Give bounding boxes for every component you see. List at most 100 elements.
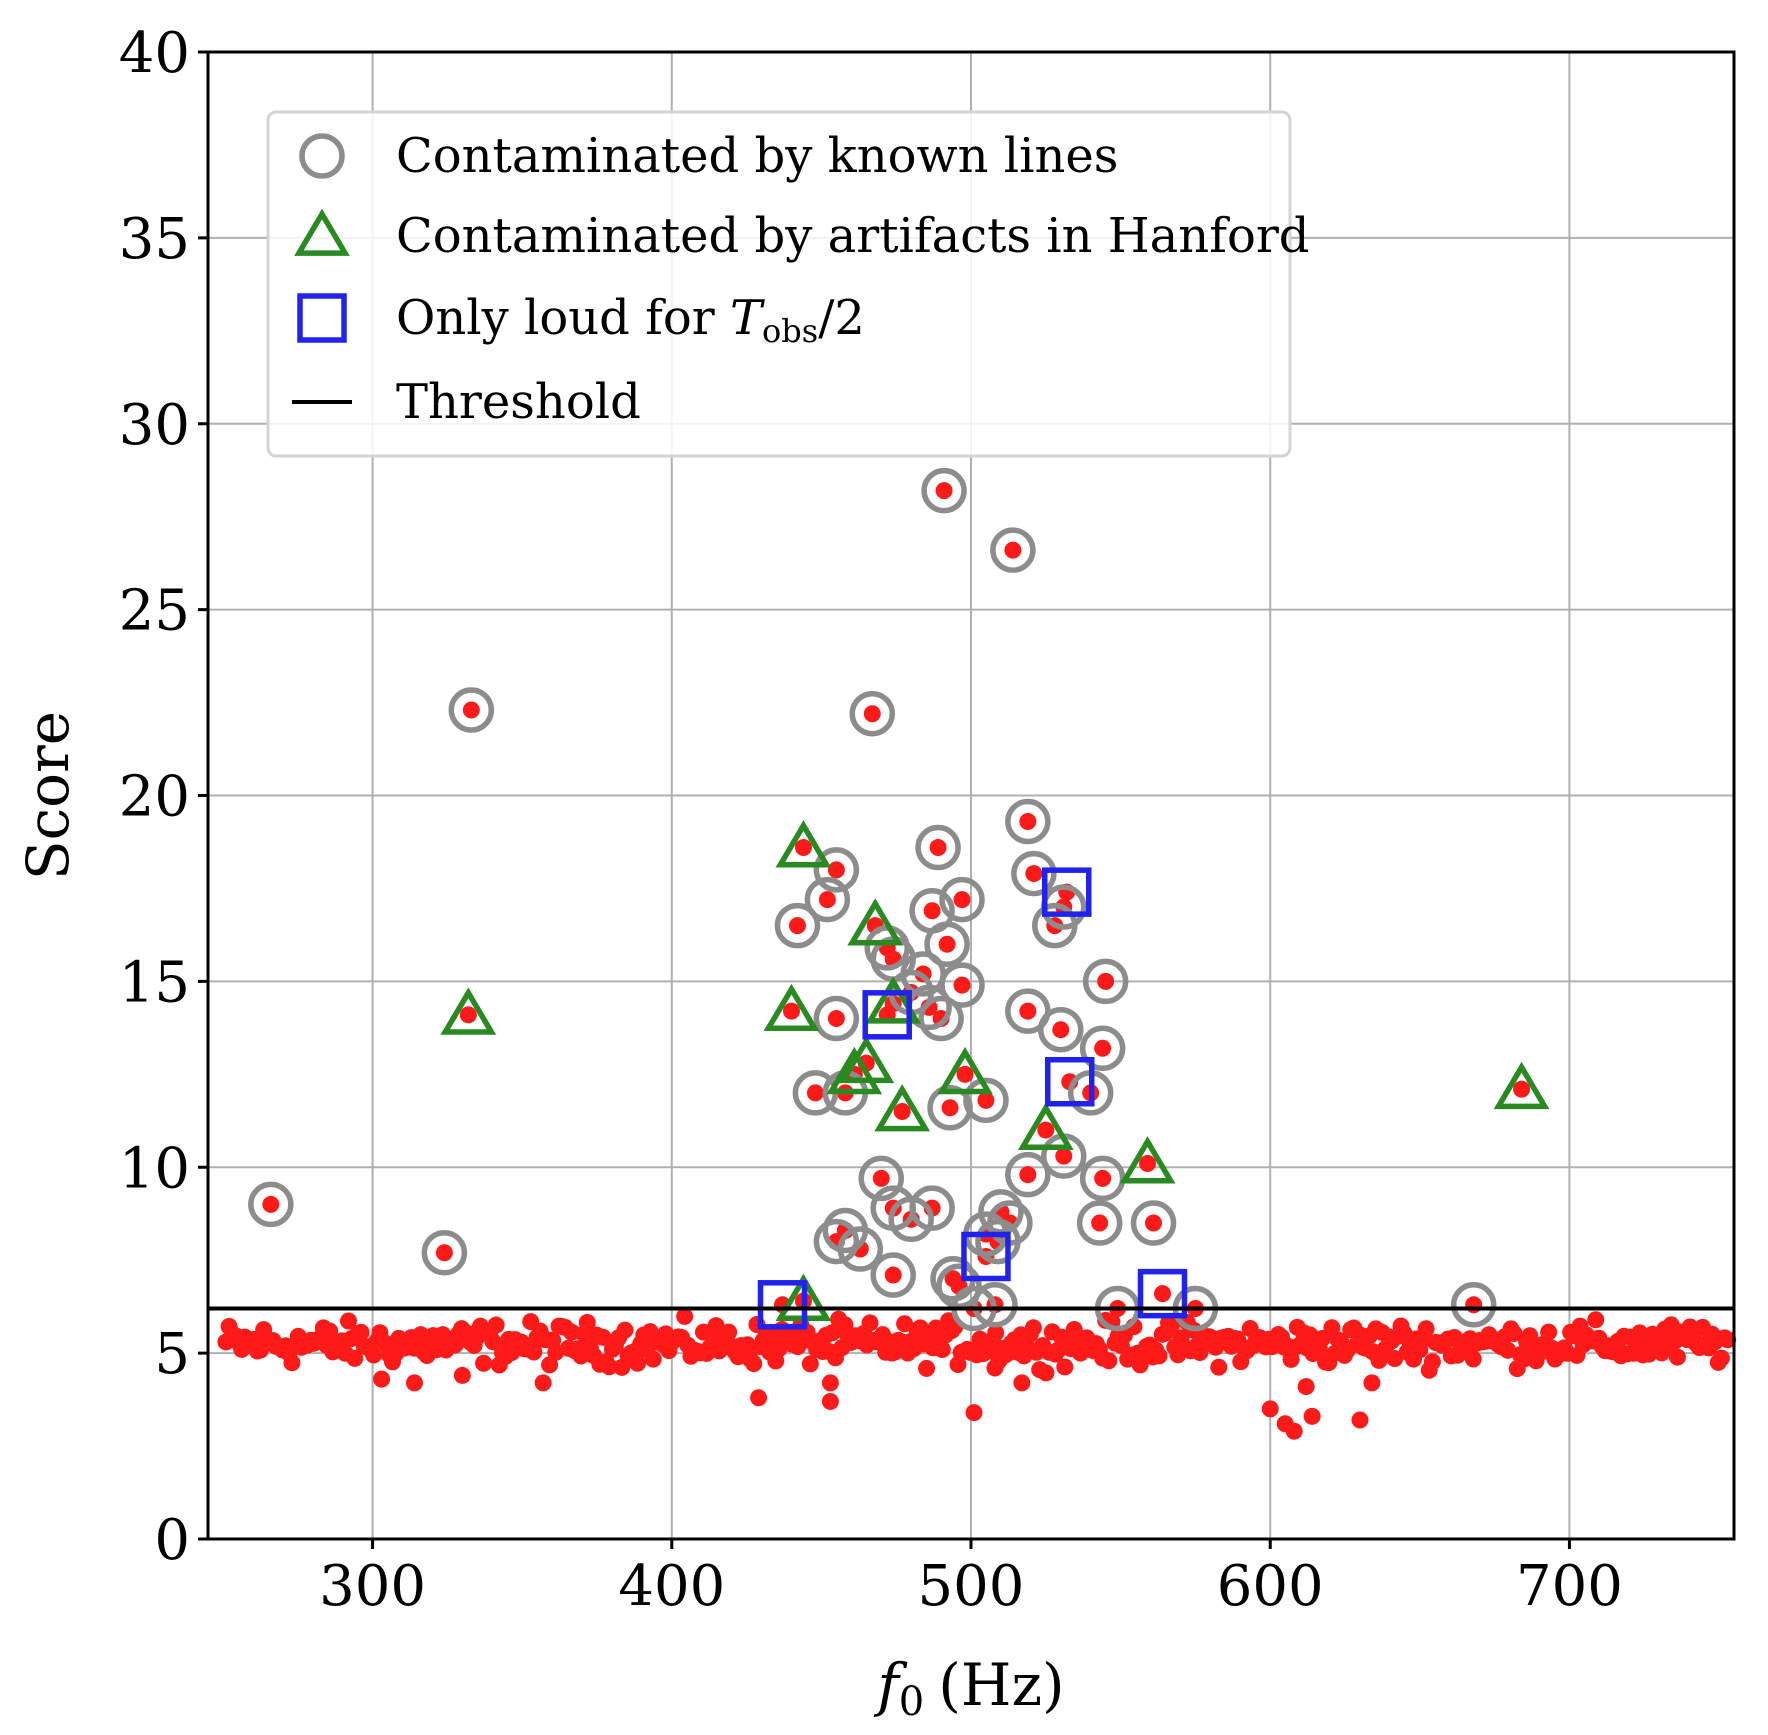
legend-known-lines-label: Contaminated by known lines — [396, 128, 1118, 184]
score-point — [1363, 1374, 1381, 1392]
score-point — [1004, 541, 1022, 559]
legend-loud-icon — [297, 293, 347, 343]
score-point — [1417, 1320, 1435, 1338]
score-point — [965, 1404, 983, 1422]
score-point — [365, 1346, 383, 1364]
y-tick-label: 0 — [154, 1508, 190, 1573]
known-line-marker — [972, 1282, 1018, 1328]
legend-hanford-icon — [294, 208, 350, 256]
hanford-marker — [826, 1046, 883, 1095]
y-tick-label: 5 — [154, 1322, 190, 1387]
axis-ticks: 300 400 500 600 700 0 5 10 15 20 25 30 35 40 — [119, 21, 1623, 1619]
x-tick-label: 500 — [918, 1554, 1025, 1619]
score-point — [462, 701, 480, 719]
score-point — [1097, 972, 1115, 990]
y-tick-label: 15 — [119, 950, 190, 1015]
score-point — [629, 1354, 647, 1372]
score-point — [541, 1356, 559, 1374]
hanford-marker — [865, 976, 922, 1024]
legend-known-lines-icon — [299, 133, 345, 179]
score-point — [1037, 1121, 1055, 1139]
known-line-marker — [248, 1181, 294, 1228]
score-point — [750, 1389, 768, 1407]
score-point — [918, 1359, 936, 1377]
score-point — [1055, 1147, 1073, 1165]
hanford-marker — [847, 898, 904, 946]
known-line-marker — [1082, 958, 1129, 1005]
loud-marker — [961, 1231, 1011, 1282]
score-point — [578, 1313, 596, 1331]
score-point — [412, 1326, 430, 1344]
score-point — [1163, 1316, 1181, 1334]
y-axis-label: Score — [14, 711, 82, 880]
score-point — [563, 1323, 581, 1341]
score-point — [1587, 1311, 1605, 1329]
x-tick-label: 600 — [1217, 1554, 1324, 1619]
known-line-marker — [918, 995, 964, 1042]
score-point — [1712, 1349, 1730, 1367]
score-point — [863, 705, 881, 723]
score-point — [1285, 1422, 1303, 1440]
score-point — [475, 1354, 493, 1372]
score-point — [1351, 1411, 1369, 1429]
score-point — [346, 1349, 364, 1367]
score-point — [616, 1321, 634, 1339]
known-line-marker — [837, 1226, 884, 1272]
known-line-marker — [1005, 1151, 1051, 1198]
legend-loud-prefix: Only loud for — [396, 290, 730, 346]
known-line-marker — [1005, 798, 1051, 845]
score-point — [1145, 1214, 1163, 1232]
score-point — [1139, 1155, 1157, 1173]
known-line-marker — [921, 467, 967, 514]
score-point — [884, 1266, 902, 1284]
score-point — [956, 1065, 974, 1083]
loud-marker — [1137, 1268, 1188, 1319]
score-point — [1668, 1348, 1686, 1366]
score-point — [923, 902, 941, 920]
score-points — [217, 482, 1737, 1440]
y-tick-label: 30 — [119, 393, 190, 458]
score-point — [1386, 1350, 1404, 1368]
x-axis-label: f0 (Hz) — [873, 1651, 1064, 1725]
score-point — [788, 917, 806, 935]
score-point — [720, 1323, 738, 1341]
score-point — [1153, 1285, 1171, 1303]
score-point — [1719, 1331, 1737, 1349]
legend-threshold-label: Threshold — [396, 374, 641, 430]
score-point — [1513, 1080, 1531, 1098]
score-point — [1540, 1323, 1558, 1341]
score-point — [644, 1350, 662, 1368]
known-line-marker — [1130, 1200, 1177, 1246]
score-point — [1094, 1039, 1112, 1057]
y-tick-label: 25 — [119, 579, 190, 644]
known-line-marker — [963, 1077, 1009, 1124]
score-point — [953, 891, 971, 909]
score-point — [893, 1102, 911, 1120]
y-tick-label: 20 — [119, 765, 190, 830]
known-line-marker — [813, 1218, 860, 1265]
score-point — [938, 935, 956, 953]
y-tick-label: 10 — [119, 1136, 190, 1201]
score-point — [1019, 1002, 1037, 1020]
hanford-marker — [874, 1084, 931, 1132]
legend-icons — [292, 133, 352, 404]
legend-loud-suffix: /2 — [818, 290, 865, 346]
score-point — [823, 1324, 841, 1342]
known-line-marker — [870, 1252, 916, 1298]
score-point — [1150, 1347, 1168, 1365]
known-line-marker — [1079, 1025, 1126, 1072]
score-point — [935, 482, 953, 500]
score-point — [321, 1322, 339, 1340]
score-point — [600, 1358, 618, 1376]
hanford-marker — [937, 1046, 993, 1095]
x-axis-unit: (Hz) — [938, 1651, 1064, 1719]
score-point — [933, 1341, 951, 1359]
score-point — [827, 1010, 845, 1028]
hanford-marker — [838, 1035, 895, 1084]
score-point — [283, 1354, 301, 1372]
hanford-marker — [763, 983, 820, 1032]
score-point — [818, 891, 836, 909]
y-tick-label: 40 — [119, 21, 190, 86]
score-point — [1019, 1166, 1037, 1184]
